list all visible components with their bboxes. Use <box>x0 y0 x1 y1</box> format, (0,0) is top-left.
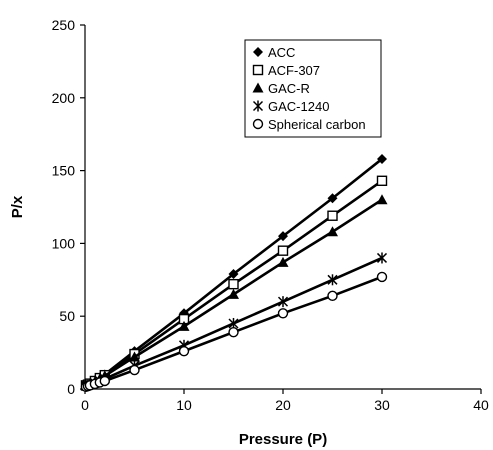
axis-ticks: 0 10 20 30 40 0 50 100 150 200 250 <box>52 17 489 413</box>
legend-marker <box>253 47 263 57</box>
legend-label: GAC-R <box>268 81 310 96</box>
legend-label: ACF-307 <box>268 63 320 78</box>
data-point <box>376 252 388 264</box>
y-tick-label: 150 <box>52 163 76 179</box>
legend-marker <box>252 82 264 93</box>
data-point <box>228 278 239 290</box>
data-point <box>178 345 190 357</box>
data-point <box>129 364 140 376</box>
data-point <box>327 210 338 221</box>
legend-label: GAC-1240 <box>268 99 329 114</box>
legend-label: ACC <box>268 45 295 60</box>
y-tick-label: 250 <box>52 17 76 33</box>
data-point <box>327 274 338 286</box>
data-point <box>178 320 190 331</box>
data-point <box>376 175 388 186</box>
x-tick-label: 30 <box>374 397 390 413</box>
data-point <box>129 351 140 362</box>
data-point <box>277 256 289 267</box>
legend-marker <box>252 118 264 130</box>
data-point <box>228 327 239 338</box>
y-tick-label: 50 <box>59 308 75 324</box>
data-point <box>377 153 387 164</box>
series-1 <box>80 175 388 391</box>
data-point <box>228 288 239 299</box>
data-point <box>278 231 288 242</box>
data-point <box>228 268 239 279</box>
legend-label: Spherical carbon <box>268 117 366 132</box>
data-point <box>327 290 338 302</box>
y-tick-label: 0 <box>67 381 75 397</box>
legend-box <box>244 39 382 138</box>
data-point <box>327 193 338 204</box>
x-axis-title: Pressure (P) <box>239 431 327 448</box>
data-point <box>327 226 338 237</box>
data-point <box>376 194 388 205</box>
x-tick-label: 40 <box>473 397 489 413</box>
data-point <box>99 375 111 387</box>
series-4 <box>80 271 388 393</box>
legend-marker <box>252 64 264 76</box>
data-point <box>277 296 289 308</box>
data-point <box>277 308 289 319</box>
x-tick-label: 20 <box>275 397 291 413</box>
legend-marker <box>252 100 264 112</box>
y-tick-label: 200 <box>52 90 76 106</box>
y-axis-title: P/x <box>9 195 26 218</box>
data-point <box>376 271 388 283</box>
series-group <box>80 153 388 393</box>
series-0 <box>80 153 387 390</box>
x-tick-label: 0 <box>81 397 89 413</box>
x-tick-label: 10 <box>176 397 192 413</box>
data-point <box>277 245 289 256</box>
y-tick-label: 100 <box>52 235 76 251</box>
legend: ACC ACF-307 GAC-R GAC-1240 Spherical carbon <box>244 39 382 138</box>
